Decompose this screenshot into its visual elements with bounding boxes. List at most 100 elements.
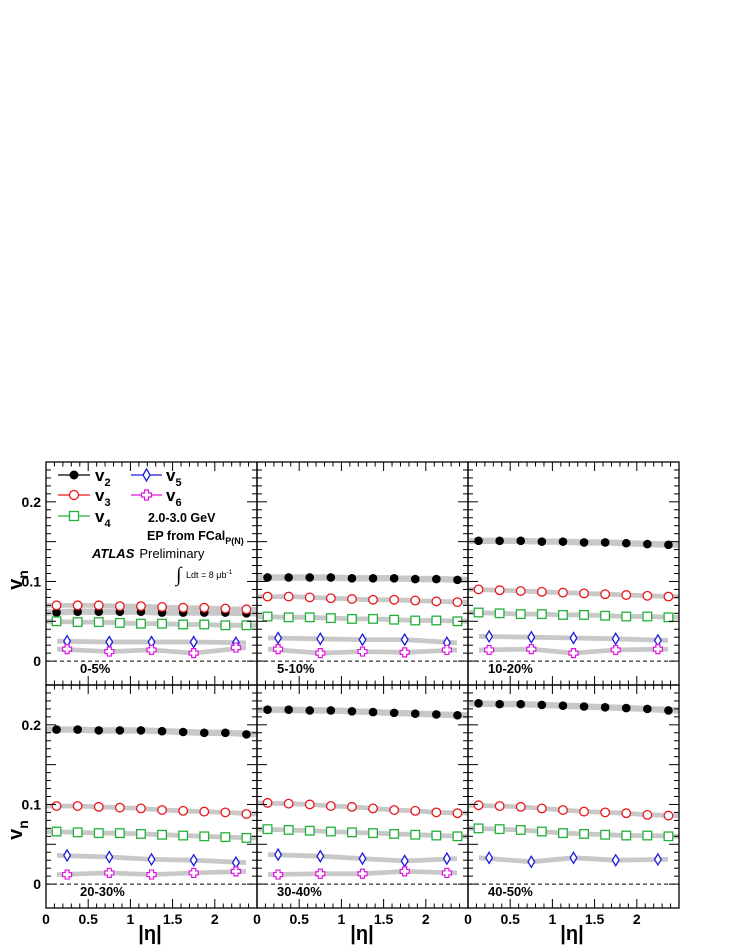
- point-v3: [93, 600, 104, 611]
- point-v4: [600, 610, 611, 621]
- point-v5: [274, 847, 283, 862]
- point-v5: [611, 632, 620, 646]
- point-v3: [93, 801, 104, 812]
- x-axis-label-col2: |η|: [350, 923, 373, 945]
- panel-10-20%: 10-20%: [467, 461, 680, 686]
- point-v2: [199, 728, 209, 738]
- svg-text:v6: v6: [166, 486, 182, 509]
- legend-label-v4: v: [95, 507, 105, 526]
- point-v3: [347, 801, 357, 812]
- point-v3: [241, 604, 252, 615]
- luminosity-exponent: -1: [226, 569, 232, 576]
- point-v3: [283, 591, 294, 602]
- point-v4: [262, 824, 273, 835]
- point-v3: [600, 807, 611, 818]
- ep-label-prefix: EP from FCal: [147, 529, 225, 543]
- point-v6: [526, 644, 537, 655]
- x-axis-label-col1: |η|: [138, 923, 161, 945]
- point-v2: [537, 537, 547, 546]
- point-v2: [305, 573, 315, 582]
- point-v4: [114, 828, 125, 839]
- point-v4: [558, 828, 568, 839]
- point-v2: [389, 708, 399, 718]
- point-v4: [494, 824, 505, 835]
- x-tick-label: 0: [42, 911, 50, 927]
- svg-text:v4: v4: [95, 507, 111, 530]
- point-v5: [147, 852, 156, 867]
- point-v4: [262, 611, 273, 622]
- point-v6: [315, 868, 326, 879]
- point-v2: [263, 573, 272, 582]
- point-v4: [410, 829, 421, 840]
- legend-label-v5: v: [166, 466, 176, 485]
- point-v2: [600, 703, 610, 712]
- legend-sub-v2: 2: [104, 477, 110, 489]
- luminosity-integral: ∫: [174, 564, 183, 587]
- svg-text:v3: v3: [95, 486, 111, 509]
- point-v4: [368, 828, 379, 839]
- point-v4: [178, 830, 189, 841]
- point-v5: [527, 630, 536, 644]
- point-v2: [664, 706, 673, 715]
- point-v4: [579, 828, 590, 839]
- y-tick-label: 0: [33, 876, 41, 892]
- x-tick-label: 2: [422, 911, 430, 927]
- point-v2: [558, 537, 568, 546]
- point-v6: [441, 867, 452, 879]
- point-v2: [305, 706, 315, 715]
- point-v2: [495, 536, 504, 546]
- point-v2: [474, 536, 483, 546]
- point-v2: [643, 704, 652, 714]
- point-v6: [441, 644, 452, 656]
- y-tick-label: 0.1: [22, 573, 42, 589]
- point-v2: [263, 705, 272, 714]
- pt-range-label: 2.0-3.0 GeV: [148, 511, 216, 525]
- y-tick-label: 0: [33, 653, 41, 669]
- x-tick-label: 2: [633, 911, 641, 927]
- point-v5: [485, 851, 494, 865]
- point-v4: [157, 829, 168, 840]
- point-v2: [579, 538, 589, 547]
- panel-frame: [467, 684, 680, 909]
- point-v5: [569, 631, 578, 645]
- point-v5: [316, 849, 325, 863]
- point-v6: [357, 868, 368, 879]
- point-v2: [368, 573, 378, 583]
- point-v4: [389, 614, 400, 625]
- point-v4: [304, 612, 315, 623]
- legend-entry-v6: v6: [131, 486, 182, 509]
- point-v3: [157, 805, 168, 815]
- point-v3: [199, 602, 210, 613]
- point-v2: [664, 540, 673, 550]
- point-v4: [220, 832, 231, 843]
- point-v4: [220, 620, 231, 631]
- point-v4: [600, 829, 611, 840]
- point-v4: [515, 825, 526, 835]
- point-v3: [220, 603, 231, 614]
- point-v2: [136, 726, 146, 735]
- point-v4: [72, 617, 83, 628]
- point-v2: [178, 727, 188, 737]
- point-v6: [484, 644, 495, 656]
- panel-5-10%: 5-10%: [256, 461, 469, 686]
- point-v5: [569, 851, 578, 865]
- point-v3: [621, 808, 632, 819]
- point-v3: [452, 808, 463, 819]
- y-axis-label-sub: n: [15, 820, 31, 829]
- point-v3: [51, 600, 62, 611]
- point-v4: [515, 609, 526, 620]
- point-v3: [304, 592, 315, 603]
- point-v5: [274, 631, 283, 645]
- luminosity-value: Ldt = 8 μb: [186, 570, 226, 580]
- panel-30-40%: 0 0.5 1 1.5 2 30-40%: [253, 684, 469, 927]
- point-v3: [347, 594, 357, 604]
- point-v3: [431, 807, 442, 818]
- point-v2: [495, 699, 504, 709]
- point-v5: [485, 629, 494, 644]
- point-v3: [621, 590, 632, 600]
- point-v2: [410, 574, 420, 584]
- point-v3: [241, 809, 252, 819]
- point-v4: [93, 828, 104, 839]
- y-tick-label: 0.1: [22, 796, 42, 812]
- point-v4: [72, 827, 83, 838]
